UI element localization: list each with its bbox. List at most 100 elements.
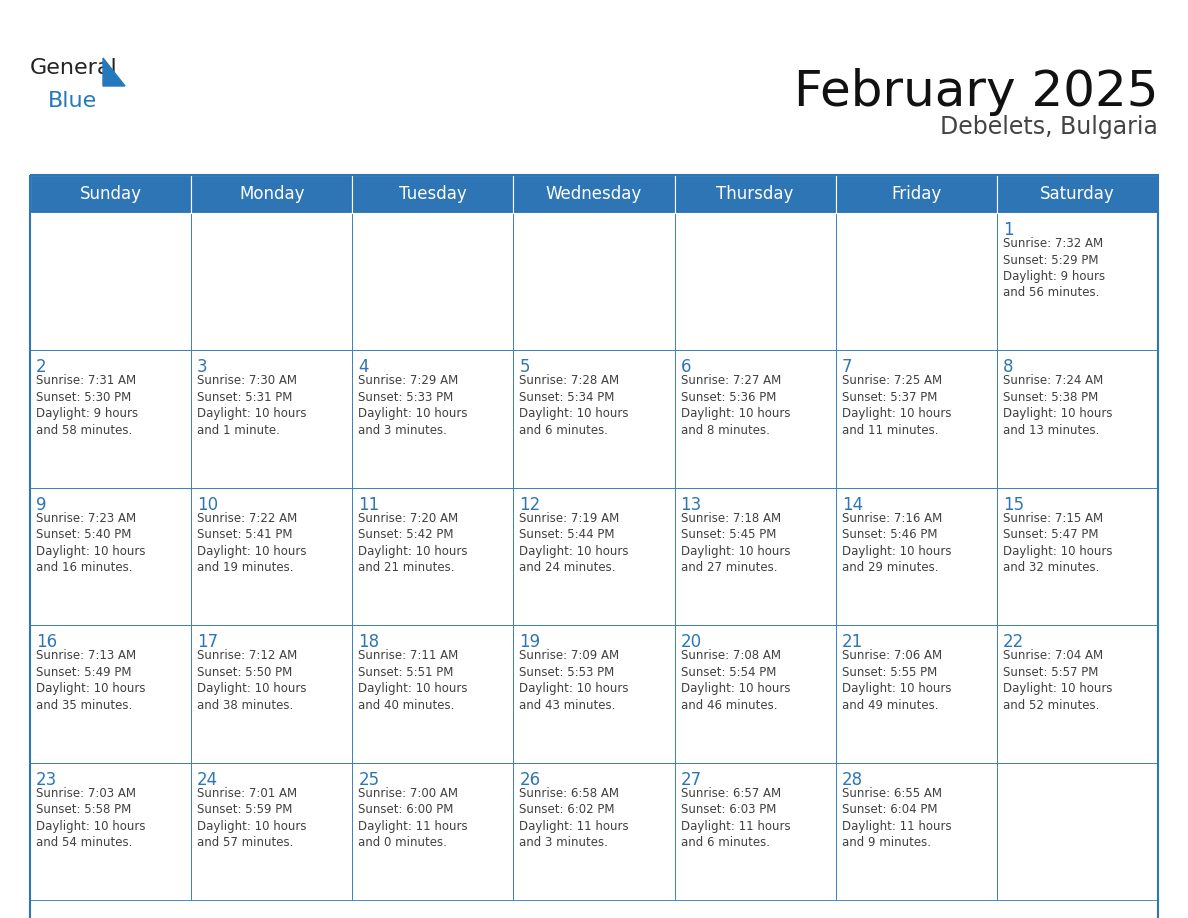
Bar	[30, 487, 191, 625]
Text: Sunrise: 7:18 AM
Sunset: 5:45 PM
Daylight: 10 hours
and 27 minutes.: Sunrise: 7:18 AM Sunset: 5:45 PM Dayligh…	[681, 512, 790, 575]
Bar	[30, 175, 1158, 918]
Text: Sunrise: 6:55 AM
Sunset: 6:04 PM
Daylight: 11 hours
and 9 minutes.: Sunrise: 6:55 AM Sunset: 6:04 PM Dayligh…	[842, 787, 952, 849]
Text: 5: 5	[519, 358, 530, 376]
Text: 8: 8	[1003, 358, 1013, 376]
Bar	[675, 213, 835, 351]
Text: Sunrise: 7:11 AM
Sunset: 5:51 PM
Daylight: 10 hours
and 40 minutes.: Sunrise: 7:11 AM Sunset: 5:51 PM Dayligh…	[359, 649, 468, 711]
Text: 25: 25	[359, 770, 379, 789]
Bar	[513, 351, 675, 487]
Bar	[835, 625, 997, 763]
Text: 10: 10	[197, 496, 219, 514]
Text: 20: 20	[681, 633, 702, 651]
Text: Sunrise: 7:08 AM
Sunset: 5:54 PM
Daylight: 10 hours
and 46 minutes.: Sunrise: 7:08 AM Sunset: 5:54 PM Dayligh…	[681, 649, 790, 711]
Bar	[191, 763, 353, 900]
Text: Wednesday: Wednesday	[545, 185, 643, 203]
Bar	[675, 487, 835, 625]
Bar	[353, 213, 513, 351]
Text: 3: 3	[197, 358, 208, 376]
Text: 19: 19	[519, 633, 541, 651]
Text: Sunrise: 7:06 AM
Sunset: 5:55 PM
Daylight: 10 hours
and 49 minutes.: Sunrise: 7:06 AM Sunset: 5:55 PM Dayligh…	[842, 649, 952, 711]
Bar	[835, 213, 997, 351]
Text: Sunrise: 7:24 AM
Sunset: 5:38 PM
Daylight: 10 hours
and 13 minutes.: Sunrise: 7:24 AM Sunset: 5:38 PM Dayligh…	[1003, 375, 1112, 437]
Text: Thursday: Thursday	[716, 185, 794, 203]
Text: Saturday: Saturday	[1040, 185, 1114, 203]
Text: 16: 16	[36, 633, 57, 651]
Bar	[675, 763, 835, 900]
Text: Sunrise: 7:20 AM
Sunset: 5:42 PM
Daylight: 10 hours
and 21 minutes.: Sunrise: 7:20 AM Sunset: 5:42 PM Dayligh…	[359, 512, 468, 575]
Bar	[353, 763, 513, 900]
Bar	[513, 487, 675, 625]
Text: Sunrise: 7:29 AM
Sunset: 5:33 PM
Daylight: 10 hours
and 3 minutes.: Sunrise: 7:29 AM Sunset: 5:33 PM Dayligh…	[359, 375, 468, 437]
Bar	[30, 763, 191, 900]
Bar	[191, 175, 353, 213]
Text: Sunrise: 7:27 AM
Sunset: 5:36 PM
Daylight: 10 hours
and 8 minutes.: Sunrise: 7:27 AM Sunset: 5:36 PM Dayligh…	[681, 375, 790, 437]
Bar	[997, 487, 1158, 625]
Bar	[835, 487, 997, 625]
Text: 21: 21	[842, 633, 862, 651]
Text: Sunrise: 7:31 AM
Sunset: 5:30 PM
Daylight: 9 hours
and 58 minutes.: Sunrise: 7:31 AM Sunset: 5:30 PM Dayligh…	[36, 375, 138, 437]
Text: Sunrise: 7:03 AM
Sunset: 5:58 PM
Daylight: 10 hours
and 54 minutes.: Sunrise: 7:03 AM Sunset: 5:58 PM Dayligh…	[36, 787, 145, 849]
Text: Sunrise: 7:15 AM
Sunset: 5:47 PM
Daylight: 10 hours
and 32 minutes.: Sunrise: 7:15 AM Sunset: 5:47 PM Dayligh…	[1003, 512, 1112, 575]
Text: 11: 11	[359, 496, 379, 514]
Text: 1: 1	[1003, 221, 1013, 239]
Text: Sunrise: 7:22 AM
Sunset: 5:41 PM
Daylight: 10 hours
and 19 minutes.: Sunrise: 7:22 AM Sunset: 5:41 PM Dayligh…	[197, 512, 307, 575]
Text: Sunrise: 7:30 AM
Sunset: 5:31 PM
Daylight: 10 hours
and 1 minute.: Sunrise: 7:30 AM Sunset: 5:31 PM Dayligh…	[197, 375, 307, 437]
Polygon shape	[103, 58, 125, 86]
Text: 4: 4	[359, 358, 368, 376]
Bar	[835, 351, 997, 487]
Text: 2: 2	[36, 358, 46, 376]
Text: Blue: Blue	[48, 91, 97, 111]
Text: Debelets, Bulgaria: Debelets, Bulgaria	[940, 115, 1158, 139]
Bar	[513, 763, 675, 900]
Text: Friday: Friday	[891, 185, 941, 203]
Bar	[353, 175, 513, 213]
Bar	[997, 351, 1158, 487]
Bar	[191, 625, 353, 763]
Text: 14: 14	[842, 496, 862, 514]
Text: 24: 24	[197, 770, 219, 789]
Text: Sunrise: 7:00 AM
Sunset: 6:00 PM
Daylight: 11 hours
and 0 minutes.: Sunrise: 7:00 AM Sunset: 6:00 PM Dayligh…	[359, 787, 468, 849]
Bar	[513, 175, 675, 213]
Text: Sunday: Sunday	[80, 185, 141, 203]
Text: 9: 9	[36, 496, 46, 514]
Bar	[997, 175, 1158, 213]
Text: Monday: Monday	[239, 185, 304, 203]
Text: 6: 6	[681, 358, 691, 376]
Text: Sunrise: 7:01 AM
Sunset: 5:59 PM
Daylight: 10 hours
and 57 minutes.: Sunrise: 7:01 AM Sunset: 5:59 PM Dayligh…	[197, 787, 307, 849]
Text: 12: 12	[519, 496, 541, 514]
Bar	[835, 175, 997, 213]
Bar	[353, 625, 513, 763]
Text: 13: 13	[681, 496, 702, 514]
Text: General: General	[30, 58, 118, 78]
Text: Sunrise: 7:25 AM
Sunset: 5:37 PM
Daylight: 10 hours
and 11 minutes.: Sunrise: 7:25 AM Sunset: 5:37 PM Dayligh…	[842, 375, 952, 437]
Text: Sunrise: 7:12 AM
Sunset: 5:50 PM
Daylight: 10 hours
and 38 minutes.: Sunrise: 7:12 AM Sunset: 5:50 PM Dayligh…	[197, 649, 307, 711]
Text: 27: 27	[681, 770, 702, 789]
Bar	[675, 625, 835, 763]
Bar	[30, 213, 191, 351]
Text: 17: 17	[197, 633, 219, 651]
Bar	[191, 213, 353, 351]
Text: 26: 26	[519, 770, 541, 789]
Text: Tuesday: Tuesday	[399, 185, 467, 203]
Text: 22: 22	[1003, 633, 1024, 651]
Bar	[191, 351, 353, 487]
Bar	[675, 351, 835, 487]
Bar	[997, 763, 1158, 900]
Bar	[30, 175, 191, 213]
Text: 23: 23	[36, 770, 57, 789]
Text: Sunrise: 7:28 AM
Sunset: 5:34 PM
Daylight: 10 hours
and 6 minutes.: Sunrise: 7:28 AM Sunset: 5:34 PM Dayligh…	[519, 375, 628, 437]
Text: Sunrise: 6:58 AM
Sunset: 6:02 PM
Daylight: 11 hours
and 3 minutes.: Sunrise: 6:58 AM Sunset: 6:02 PM Dayligh…	[519, 787, 630, 849]
Text: 28: 28	[842, 770, 862, 789]
Bar	[997, 213, 1158, 351]
Text: Sunrise: 7:13 AM
Sunset: 5:49 PM
Daylight: 10 hours
and 35 minutes.: Sunrise: 7:13 AM Sunset: 5:49 PM Dayligh…	[36, 649, 145, 711]
Text: Sunrise: 7:23 AM
Sunset: 5:40 PM
Daylight: 10 hours
and 16 minutes.: Sunrise: 7:23 AM Sunset: 5:40 PM Dayligh…	[36, 512, 145, 575]
Bar	[191, 487, 353, 625]
Bar	[997, 625, 1158, 763]
Bar	[30, 625, 191, 763]
Text: 18: 18	[359, 633, 379, 651]
Bar	[353, 487, 513, 625]
Bar	[675, 175, 835, 213]
Text: Sunrise: 7:19 AM
Sunset: 5:44 PM
Daylight: 10 hours
and 24 minutes.: Sunrise: 7:19 AM Sunset: 5:44 PM Dayligh…	[519, 512, 628, 575]
Text: February 2025: February 2025	[794, 68, 1158, 116]
Bar	[835, 763, 997, 900]
